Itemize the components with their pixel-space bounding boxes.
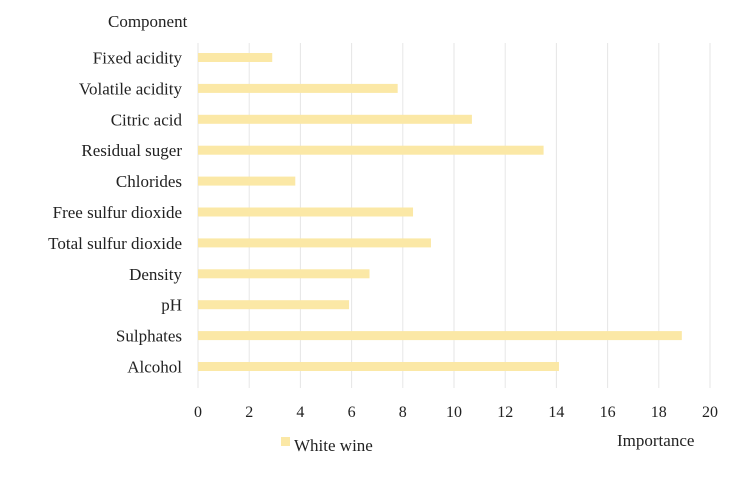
x-tick-label: 8 <box>399 404 407 421</box>
bar-ph <box>198 300 350 310</box>
category-label: Fixed acidity <box>93 49 183 68</box>
bar-free-sulfur-dioxide <box>198 207 414 217</box>
bar-volatile-acidity <box>198 83 398 93</box>
category-label: Total sulfur dioxide <box>48 234 182 253</box>
category-label: Free sulfur dioxide <box>53 203 182 222</box>
bar-total-sulfur-dioxide <box>198 238 431 248</box>
x-axis-title: Importance <box>617 431 694 450</box>
x-tick-label: 6 <box>348 404 356 421</box>
legend: White wine <box>281 436 373 455</box>
category-label: Density <box>129 265 182 284</box>
bar-density <box>198 269 370 279</box>
bar-citric-acid <box>198 114 472 124</box>
bar-sulphates <box>198 331 682 341</box>
x-tick-label: 12 <box>497 404 513 421</box>
category-label: Residual suger <box>81 141 182 160</box>
x-tick-label: 4 <box>296 404 304 421</box>
bars <box>198 53 682 371</box>
x-tick-label: 0 <box>194 404 202 421</box>
bar-residual-suger <box>198 145 544 155</box>
legend-swatch-white-wine <box>281 437 290 446</box>
category-label: Volatile acidity <box>79 79 183 98</box>
x-tick-label: 2 <box>245 404 253 421</box>
bar-chlorides <box>198 176 296 186</box>
x-tick-labels: 0 2 4 6 8 10 12 14 16 18 20 <box>194 404 718 421</box>
category-labels: Fixed acidity Volatile acidity Citric acid… <box>48 49 182 377</box>
x-tick-label: 16 <box>600 404 616 421</box>
bar-alcohol <box>198 362 559 371</box>
y-axis-title: Component <box>108 12 188 31</box>
category-label: Alcohol <box>127 358 182 377</box>
bar-fixed-acidity <box>198 53 273 62</box>
category-label: Sulphates <box>116 327 182 346</box>
legend-label-white-wine: White wine <box>294 436 373 455</box>
category-label: Citric acid <box>111 110 183 129</box>
x-tick-label: 20 <box>702 404 718 421</box>
category-label: Chlorides <box>116 172 182 191</box>
x-tick-label: 10 <box>446 404 462 421</box>
x-tick-label: 18 <box>651 404 667 421</box>
category-label: pH <box>161 296 182 315</box>
x-tick-label: 14 <box>548 404 564 421</box>
